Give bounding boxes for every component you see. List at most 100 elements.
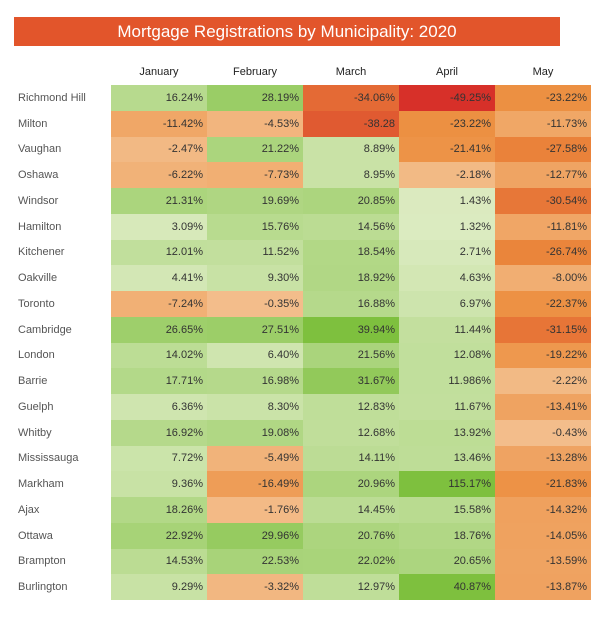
row-label: Markham <box>10 471 111 497</box>
heatmap-cell: 13.92% <box>399 419 495 446</box>
heatmap-cell: -11.73% <box>495 110 591 137</box>
heatmap-cell: 22.53% <box>207 548 303 575</box>
row-label: London <box>10 342 111 369</box>
heatmap-cell: -5.49% <box>207 445 303 472</box>
heatmap-cell: 18.54% <box>303 239 399 266</box>
heatmap-cell: 15.58% <box>399 497 495 523</box>
row-label: Hamilton <box>10 213 111 240</box>
column-header: May <box>532 65 554 78</box>
heatmap-cell: 27.51% <box>207 316 303 343</box>
heatmap-cell: 1.32% <box>399 213 495 240</box>
heatmap-cell: 4.41% <box>111 265 207 291</box>
row-label: Oshawa <box>10 162 111 188</box>
heatmap-cell: 1.43% <box>399 188 495 214</box>
table-row: Kitchener 12.01% 11.52% 18.54% 2.71% -26.74% <box>10 239 591 266</box>
heatmap-cell: -0.43% <box>495 419 591 446</box>
heatmap-cell: -23.22% <box>495 85 591 111</box>
row-label: Mississauga <box>10 445 111 472</box>
heatmap-cell: -19.22% <box>495 342 591 369</box>
heatmap-cell: -27.58% <box>495 136 591 163</box>
heatmap-cell: -31.15% <box>495 316 591 343</box>
heatmap-cell: -21.83% <box>495 471 591 497</box>
heatmap-cell: 4.63% <box>399 265 495 291</box>
heatmap-cell: 18.26% <box>111 497 207 523</box>
row-label: Burlington <box>10 574 111 600</box>
heatmap-cell: 7.72% <box>111 445 207 472</box>
heatmap-cell: 12.08% <box>399 342 495 369</box>
heatmap-cell: -2.18% <box>399 162 495 188</box>
heatmap-cell: 14.53% <box>111 548 207 575</box>
heatmap-cell: 22.02% <box>303 548 399 575</box>
heatmap-cell: -30.54% <box>495 188 591 214</box>
row-label: Kitchener <box>10 239 111 266</box>
heatmap-cell: -14.05% <box>495 522 591 549</box>
heatmap-cell: 40.87% <box>399 574 495 600</box>
heatmap-cell: 39.94% <box>303 316 399 343</box>
heatmap-cell: -49.25% <box>399 85 495 111</box>
table-row: Guelph 6.36% 8.30% 12.83% 11.67% -13.41% <box>10 394 591 420</box>
heatmap-cell: 14.11% <box>303 445 399 472</box>
heatmap-cell: 20.96% <box>303 471 399 497</box>
heatmap-cell: 12.97% <box>303 574 399 600</box>
heatmap-cell: 21.31% <box>111 188 207 214</box>
table-row: Mississauga 7.72% -5.49% 14.11% 13.46% -13.28… <box>10 445 591 472</box>
table-row: Oakville 4.41% 9.30% 18.92% 4.63% -8.00% <box>10 265 591 291</box>
heatmap-cell: -7.73% <box>207 162 303 188</box>
row-label: Ajax <box>10 497 111 523</box>
heatmap-cell: -12.77% <box>495 162 591 188</box>
table-row: Barrie 17.71% 16.98% 31.67% 11.986% -2.22% <box>10 368 591 394</box>
heatmap-cell: 28.19% <box>207 85 303 111</box>
heatmap-cell: 16.88% <box>303 291 399 317</box>
heatmap-cell: 19.08% <box>207 419 303 446</box>
heatmap-cell: 14.56% <box>303 213 399 240</box>
row-label: Cambridge <box>10 316 111 343</box>
heatmap-cell: 18.76% <box>399 522 495 549</box>
heatmap-cell: 13.46% <box>399 445 495 472</box>
heatmap-cell: 21.56% <box>303 342 399 369</box>
heatmap-cell: -7.24% <box>111 291 207 317</box>
heatmap-cell: 6.97% <box>399 291 495 317</box>
heatmap-cell: -6.22% <box>111 162 207 188</box>
heatmap-cell: 115.17% <box>399 471 495 497</box>
heatmap-cell: 15.76% <box>207 213 303 240</box>
row-label: Whitby <box>10 419 111 446</box>
table-row: Ottawa 22.92% 29.96% 20.76% 18.76% -14.05% <box>10 522 591 549</box>
heatmap-cell: 29.96% <box>207 522 303 549</box>
heatmap-cell: -21.41% <box>399 136 495 163</box>
table-row: Toronto -7.24% -0.35% 16.88% 6.97% -22.37% <box>10 291 591 317</box>
heatmap-cell: 20.85% <box>303 188 399 214</box>
heatmap-cell: 3.09% <box>111 213 207 240</box>
heatmap-cell: 12.01% <box>111 239 207 266</box>
chart-title: Mortgage Registrations by Municipality: … <box>14 17 560 46</box>
row-label: Oakville <box>10 265 111 291</box>
heatmap-cell: -1.76% <box>207 497 303 523</box>
column-header: April <box>435 65 458 78</box>
heatmap-cell: -2.47% <box>111 136 207 163</box>
heatmap-cell: 11.67% <box>399 394 495 420</box>
heatmap-cell: 2.71% <box>399 239 495 266</box>
heatmap-cell: -22.37% <box>495 291 591 317</box>
heatmap-cell: 8.89% <box>303 136 399 163</box>
heatmap-cell: 12.68% <box>303 419 399 446</box>
heatmap-cell: -4.53% <box>207 110 303 137</box>
heatmap-cell: 11.52% <box>207 239 303 266</box>
row-label: Ottawa <box>10 522 111 549</box>
row-label: Richmond Hill <box>10 85 111 111</box>
heatmap-cell: -13.59% <box>495 548 591 575</box>
heatmap-cell: -11.42% <box>111 110 207 137</box>
row-label: Windsor <box>10 188 111 214</box>
table-row: Windsor 21.31% 19.69% 20.85% 1.43% -30.54% <box>10 188 591 214</box>
table-row: Richmond Hill 16.24% 28.19% -34.06% -49.25% -… <box>10 85 591 111</box>
heatmap-cell: -13.41% <box>495 394 591 420</box>
header-row: January February March April May <box>10 58 591 85</box>
heatmap-cell: 26.65% <box>111 316 207 343</box>
heatmap-table: January February March April May Richmon… <box>10 58 591 600</box>
heatmap-cell: -34.06% <box>303 85 399 111</box>
heatmap-cell: -3.32% <box>207 574 303 600</box>
heatmap-body: Richmond Hill 16.24% 28.19% -34.06% -49.25% -… <box>10 85 591 600</box>
heatmap-cell: 22.92% <box>111 522 207 549</box>
row-label: Toronto <box>10 291 111 317</box>
heatmap-cell: -13.28% <box>495 445 591 472</box>
table-row: Markham 9.36% -16.49% 20.96% 115.17% -21.83% <box>10 471 591 497</box>
heatmap-cell: 11.44% <box>399 316 495 343</box>
